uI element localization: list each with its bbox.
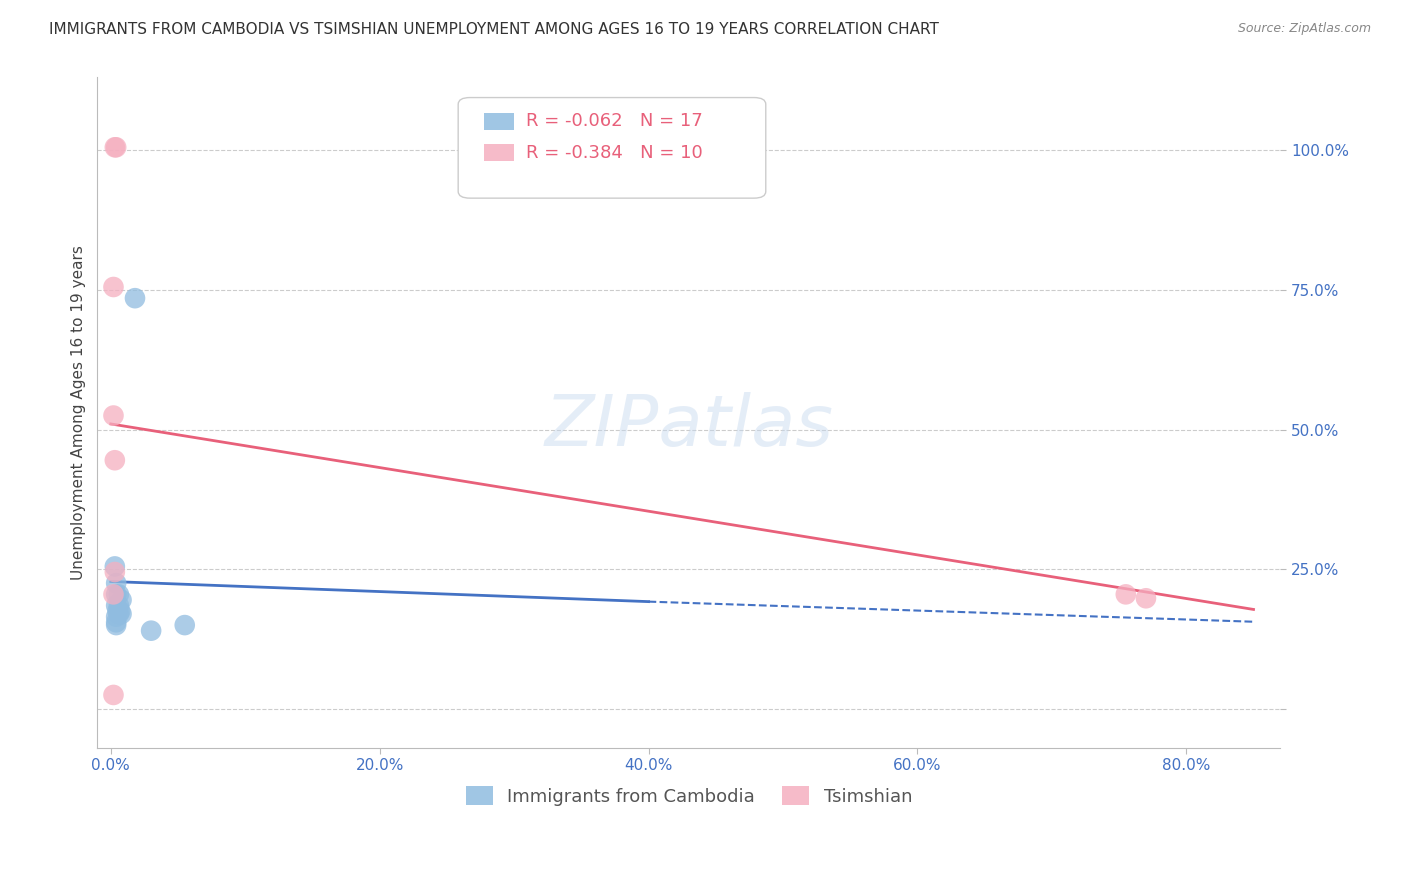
Point [105,587,128,601]
Point [105,140,128,154]
Point [139,624,162,638]
Point [103,280,125,294]
Point [103,587,125,601]
Point [173,618,195,632]
Point [108,599,131,613]
Point [105,599,128,613]
Text: ZIPatlas: ZIPatlas [544,392,834,460]
Point [124,291,146,305]
Point [104,453,127,467]
Point [105,615,128,630]
Legend: Immigrants from Cambodia, Tsimshian: Immigrants from Cambodia, Tsimshian [458,779,920,813]
Point [107,604,129,618]
Point [104,565,127,579]
Y-axis label: Unemployment Among Ages 16 to 19 years: Unemployment Among Ages 16 to 19 years [72,245,86,580]
Point [108,587,131,601]
Point [104,140,127,154]
Point [108,604,131,618]
Point [108,607,131,621]
Point [104,559,127,574]
Point [103,688,125,702]
FancyBboxPatch shape [484,113,513,129]
Point [105,618,128,632]
Point [1115,587,1137,601]
Point [110,593,132,607]
Text: R = -0.062   N = 17: R = -0.062 N = 17 [526,112,703,130]
Text: R = -0.384   N = 10: R = -0.384 N = 10 [526,144,703,161]
Point [1135,591,1157,606]
Point [103,409,125,423]
Text: Source: ZipAtlas.com: Source: ZipAtlas.com [1237,22,1371,36]
Point [105,576,128,591]
Point [110,607,132,621]
FancyBboxPatch shape [458,97,766,198]
Text: IMMIGRANTS FROM CAMBODIA VS TSIMSHIAN UNEMPLOYMENT AMONG AGES 16 TO 19 YEARS COR: IMMIGRANTS FROM CAMBODIA VS TSIMSHIAN UN… [49,22,939,37]
Point [105,609,128,624]
FancyBboxPatch shape [484,145,513,161]
